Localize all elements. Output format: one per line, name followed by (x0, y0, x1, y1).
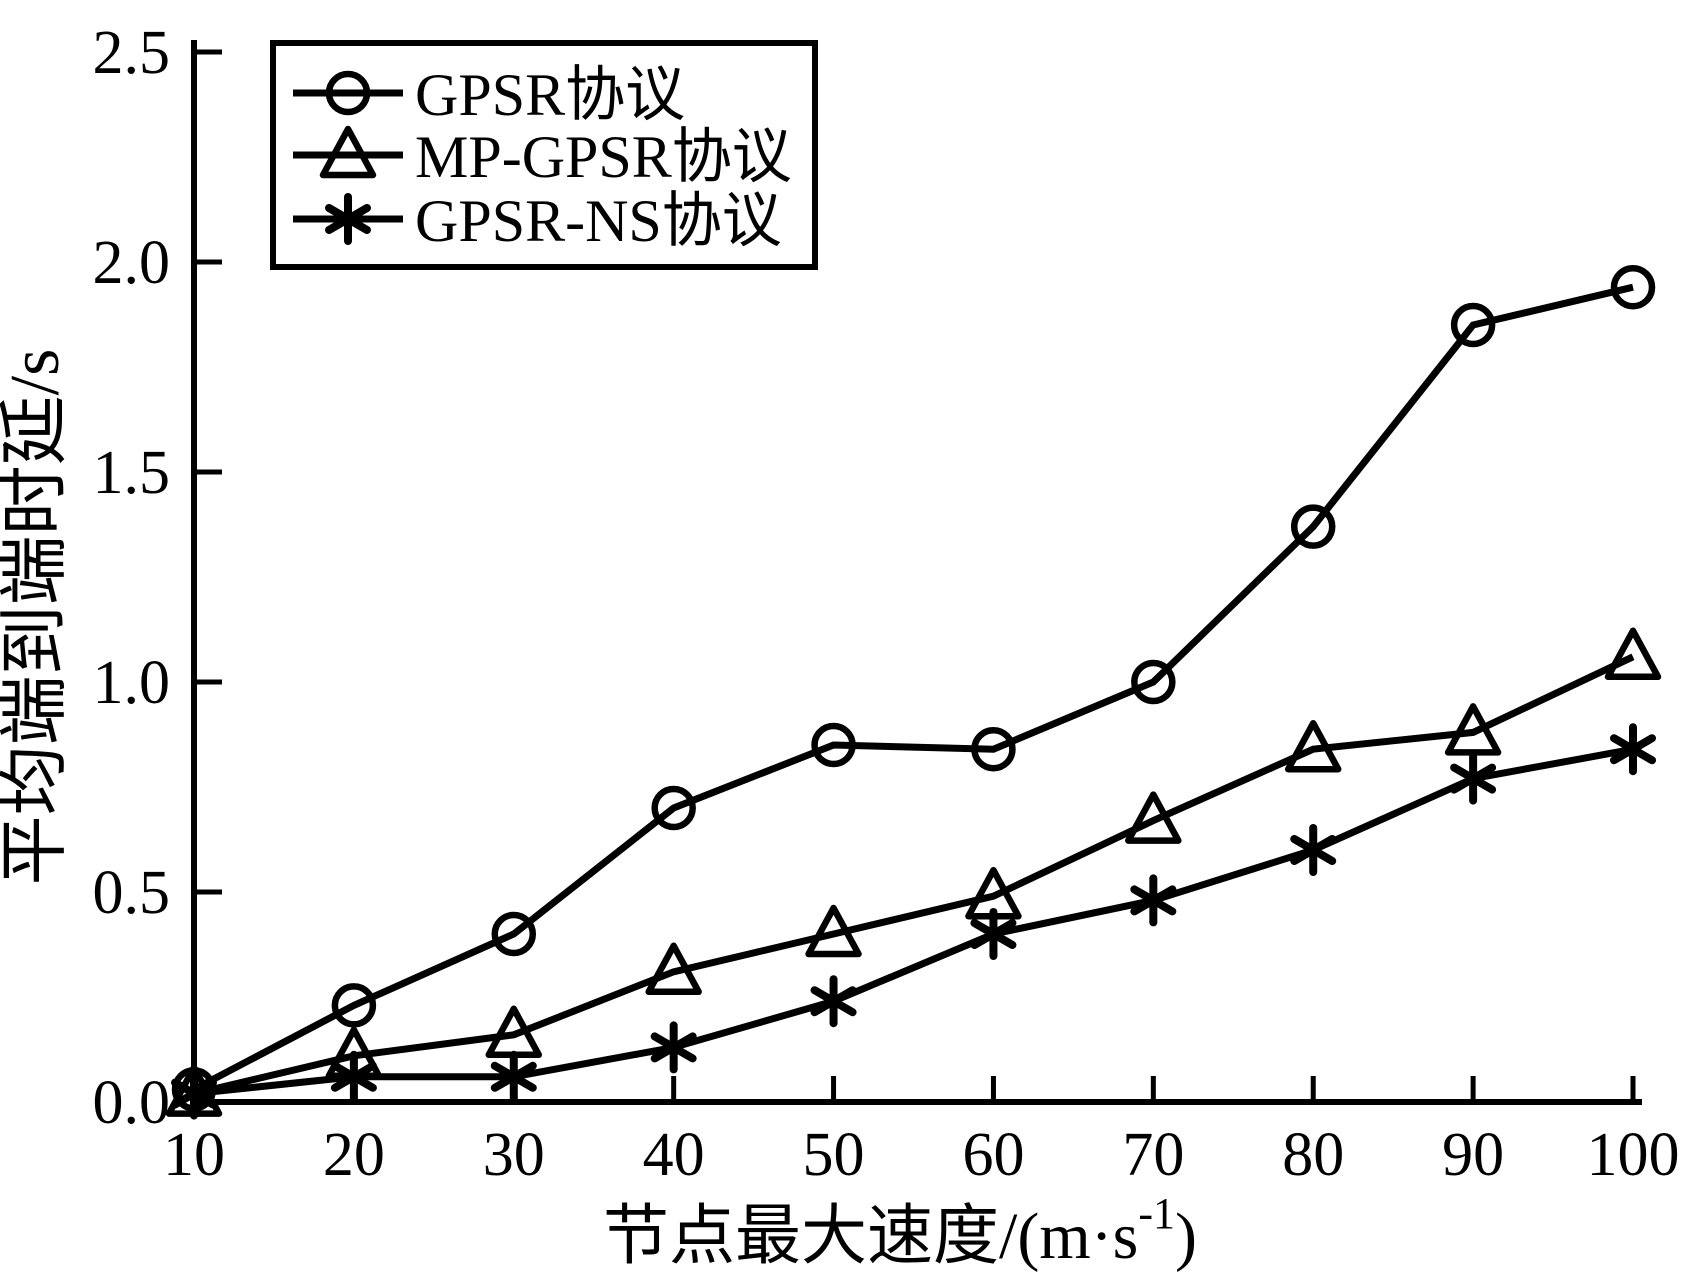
asterisk-marker-icon (1610, 734, 1656, 765)
data-point (171, 1067, 217, 1120)
x-tick-label: 70 (1122, 1121, 1184, 1189)
data-point (970, 908, 1017, 960)
circle-marker-icon (331, 983, 377, 1028)
legend-label: MP-GPSR协议 (415, 124, 792, 190)
x-tick-label: 90 (1442, 1121, 1504, 1189)
legend-label: GPSR协议 (415, 62, 685, 128)
data-point (1450, 752, 1497, 805)
series-markers-triangle (165, 627, 1662, 1117)
data-point (811, 722, 856, 768)
series-line-triangle (193, 653, 1635, 1098)
circle-marker-icon (971, 726, 1016, 772)
asterisk-marker-icon (325, 204, 371, 234)
data-point (1444, 703, 1502, 756)
asterisk-marker-icon (1130, 885, 1177, 916)
data-point (1290, 504, 1336, 549)
y-tick-label: 0.0 (93, 1069, 171, 1137)
circle-marker-icon (491, 911, 537, 957)
data-point (1610, 264, 1656, 310)
asterisk-marker-icon (1450, 763, 1497, 794)
legend-item: GPSR-NS协议 (293, 188, 782, 254)
y-axis-title: 平均端到端时延/s (0, 349, 74, 886)
asterisk-marker-icon (1290, 835, 1337, 865)
x-tick-label: 40 (643, 1121, 705, 1189)
data-point (1450, 302, 1496, 348)
data-point (1290, 824, 1337, 876)
triangle-marker-icon (1125, 791, 1182, 844)
circle-marker-icon (1131, 659, 1176, 705)
legend-marker (325, 193, 371, 245)
x-tick-label: 20 (323, 1121, 385, 1189)
data-point (651, 785, 696, 831)
triangle-marker-icon (1604, 627, 1662, 681)
data-point (1125, 791, 1182, 844)
y-tick-label: 0.5 (93, 859, 171, 927)
x-tick-label: 100 (1587, 1121, 1680, 1189)
asterisk-marker-icon (171, 1078, 217, 1109)
circle-marker-icon (1450, 302, 1496, 348)
y-tick-label: 1.5 (93, 439, 171, 507)
legend-item: GPSR协议 (293, 62, 685, 128)
data-point (810, 975, 857, 1028)
data-point (645, 942, 702, 996)
series-markers-circle (171, 264, 1656, 1112)
x-tick-label: 80 (1282, 1121, 1344, 1189)
asterisk-marker-icon (810, 986, 857, 1017)
circle-marker-icon (651, 785, 696, 831)
axes: 10 20 30 40 50 60 70 80 90 100 0.0 0.5 1.0 1.5 2.0 2.5 节… (0, 19, 1680, 1273)
circle-marker-icon (325, 70, 371, 116)
triangle-marker-icon (1284, 719, 1342, 773)
asterisk-marker-icon (970, 919, 1017, 949)
data-point (1131, 659, 1176, 705)
y-tick-label: 2.5 (93, 19, 171, 87)
x-tick-label: 10 (163, 1121, 225, 1189)
legend-label: GPSR-NS协议 (415, 188, 782, 254)
triangle-marker-icon (645, 942, 702, 996)
legend-marker (325, 70, 371, 116)
x-axis-title: 节点最大速度/(m·s-1) (603, 1189, 1197, 1273)
asterisk-marker-icon (650, 1032, 697, 1063)
data-point (490, 1050, 537, 1103)
data-point (650, 1021, 697, 1074)
y-tick-label: 1.0 (93, 649, 171, 717)
x-tick-label: 60 (962, 1121, 1024, 1189)
x-axis-title-base: 节点最大速度/(m·s (603, 1200, 1138, 1273)
data-point (1610, 723, 1656, 776)
series-line-asterisk (193, 745, 1634, 1098)
x-axis-title-exponent: -1 (1138, 1189, 1175, 1238)
legend-item: MP-GPSR协议 (293, 124, 792, 190)
circle-marker-icon (1290, 504, 1336, 549)
y-tick-label: 2.0 (93, 229, 171, 297)
series-group (165, 264, 1662, 1120)
data-point (491, 911, 537, 957)
data-point (805, 904, 862, 958)
legend-marker (319, 125, 377, 179)
triangle-marker-icon (1444, 703, 1502, 756)
asterisk-marker-icon (330, 1061, 377, 1092)
data-point (1604, 627, 1662, 681)
data-point (1284, 719, 1342, 773)
data-point (971, 726, 1016, 772)
series-markers-asterisk (171, 723, 1656, 1120)
circle-marker-icon (811, 722, 856, 768)
data-point (331, 983, 377, 1028)
circle-marker-icon (1610, 264, 1656, 310)
triangle-marker-icon (319, 125, 377, 179)
x-tick-label: 50 (803, 1121, 865, 1189)
series-line-circle (192, 283, 1634, 1093)
asterisk-marker-icon (490, 1061, 537, 1092)
data-point (1130, 874, 1177, 927)
data-point (330, 1050, 377, 1103)
triangle-marker-icon (805, 904, 862, 958)
x-tick-label: 30 (483, 1121, 545, 1189)
x-axis-title-close: ) (1175, 1200, 1197, 1273)
